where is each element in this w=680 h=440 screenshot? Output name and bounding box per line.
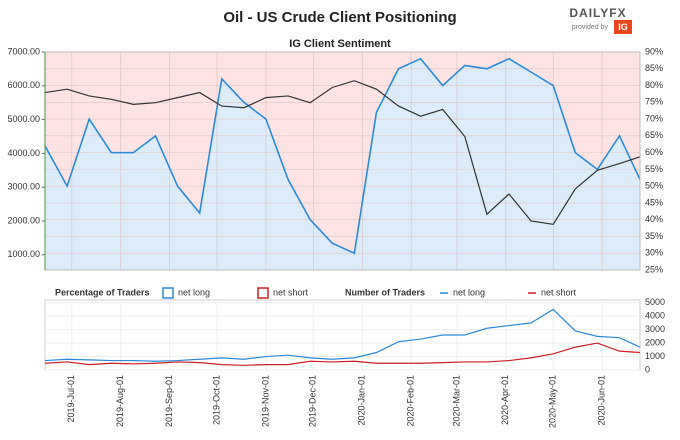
trader-count-line <box>44 342 641 366</box>
logo: DAILYFX <box>569 6 626 20</box>
x-tick-label: 2019-Nov-01 <box>260 375 270 427</box>
x-tick-label: 2020-May-01 <box>548 375 558 428</box>
ig-badge <box>614 20 632 34</box>
y2-tick-label: 35% <box>645 231 663 241</box>
chart-title: Oil - US Crude Client Positioning <box>223 9 456 26</box>
sentiment-area <box>45 58 640 271</box>
y-tick-label: 7000.00 <box>7 46 40 56</box>
y-tick-label: 2000 <box>645 337 665 347</box>
legend-label: net short <box>273 287 309 297</box>
y2-tick-label: 30% <box>645 248 663 258</box>
legend-swatch <box>162 287 174 299</box>
legend-label: net long <box>453 287 485 297</box>
legend-title: Number of Traders <box>345 287 425 297</box>
y-tick-label: 3000.00 <box>7 182 40 192</box>
x-tick-label: 2020-Jan-01 <box>357 375 367 426</box>
y2-tick-label: 45% <box>645 197 663 207</box>
y-tick-label: 5000 <box>645 297 665 307</box>
sentiment-line <box>44 57 641 255</box>
x-tick-label: 2019-Oct-01 <box>211 375 221 425</box>
y-tick-label: 5000.00 <box>7 114 40 124</box>
y2-tick-label: 75% <box>645 97 663 107</box>
price-line <box>44 80 641 226</box>
y-tick-label: 0 <box>645 364 650 374</box>
legend-title: Percentage of Traders <box>55 287 150 297</box>
y2-tick-label: 50% <box>645 181 663 191</box>
y2-tick-label: 80% <box>645 80 663 90</box>
y2-tick-label: 65% <box>645 130 663 140</box>
y-tick-label: 4000.00 <box>7 148 40 158</box>
logo-sub: provided by <box>572 24 609 31</box>
y2-tick-label: 90% <box>645 46 663 56</box>
y2-tick-label: 60% <box>645 147 663 157</box>
legend-label: net short <box>541 287 577 297</box>
y2-tick-label: 40% <box>645 214 663 224</box>
y-tick-label: 6000.00 <box>7 80 40 90</box>
x-tick-label: 2020-Jun-01 <box>596 375 606 426</box>
y-tick-label: 1000.00 <box>7 249 40 259</box>
x-tick-label: 2019-Dec-01 <box>308 375 318 427</box>
ig-text: IG <box>618 22 628 32</box>
x-tick-label: 2019-Aug-01 <box>115 375 125 427</box>
x-tick-label: 2019-Jul-01 <box>66 375 76 423</box>
legend-label: net long <box>178 287 210 297</box>
x-tick-label: 2019-Sep-01 <box>164 375 174 427</box>
trader-count-line <box>44 308 641 362</box>
y2-tick-label: 55% <box>645 164 663 174</box>
y2-tick-label: 25% <box>645 264 663 274</box>
y-tick-label: 2000.00 <box>7 215 40 225</box>
x-tick-label: 2020-Apr-01 <box>500 375 510 425</box>
y2-tick-label: 85% <box>645 63 663 73</box>
y-tick-label: 4000 <box>645 311 665 321</box>
x-tick-label: 2020-Mar-01 <box>451 375 461 427</box>
subtitle: IG Client Sentiment <box>289 38 391 50</box>
legend-swatch <box>257 287 269 299</box>
y2-tick-label: 70% <box>645 113 663 123</box>
y-tick-label: 3000 <box>645 324 665 334</box>
x-tick-label: 2020-Feb-01 <box>406 375 416 427</box>
y-tick-label: 1000 <box>645 351 665 361</box>
